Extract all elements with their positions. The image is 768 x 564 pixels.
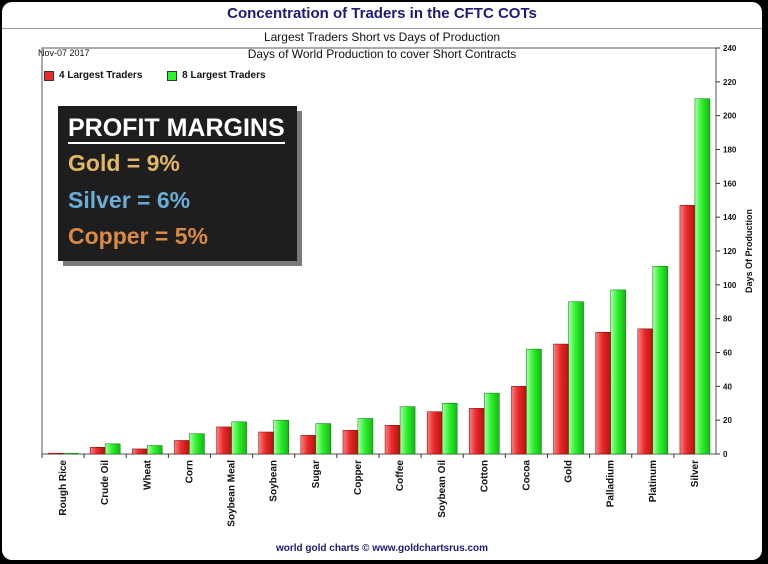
x-tick-label: Palladium	[606, 460, 617, 507]
chart-footer: world gold charts © www.goldchartsrus.co…	[275, 543, 489, 554]
x-tick-label: Soybean Meal	[227, 460, 238, 527]
bar-8-largest	[399, 406, 416, 455]
x-tick-label: Silver	[690, 460, 701, 487]
bar-8-largest	[147, 445, 163, 455]
y-tick-label: 40	[723, 382, 732, 391]
bar-8-largest	[231, 421, 247, 455]
title-divider	[2, 28, 762, 29]
x-tick-label: Cotton	[479, 460, 490, 492]
x-tick-label: Sugar	[311, 460, 322, 488]
legend-item-8-largest: 8 Largest Traders	[167, 70, 266, 81]
bar-8-largest	[273, 419, 289, 455]
bar-chart: 0 20 40 60 80 100 120 140 160 180 200 220 240 Days Of…	[41, 44, 754, 527]
y-tick-label: 200	[723, 112, 737, 121]
bar-8-largest	[526, 348, 542, 455]
x-tick-label: Copper	[353, 460, 364, 495]
callout-copper-margin: Copper = 5%	[68, 223, 208, 249]
chart-title: Concentration of Traders in the CFTC COT…	[227, 5, 537, 22]
bar-4-largest	[89, 446, 106, 455]
bar-4-largest	[679, 205, 696, 455]
bar-4-largest	[258, 431, 274, 455]
legend: 4 Largest Traders 8 Largest Traders	[44, 70, 288, 84]
callout-silver-margin: Silver = 6%	[68, 187, 191, 213]
profit-margins-callout: PROFIT MARGINS Gold = 9% Silver = 6% Cop…	[58, 106, 297, 261]
bar-8-largest	[441, 403, 458, 455]
bar-8-largest	[62, 452, 79, 455]
callout-gold-margin: Gold = 9%	[68, 150, 180, 176]
bar-8-largest	[694, 98, 711, 455]
x-tick-label: Wheat	[142, 459, 153, 490]
bar-4-largest	[132, 448, 148, 455]
bar-4-largest	[47, 452, 64, 455]
y-tick-label: 220	[723, 78, 737, 87]
bar-4-largest	[384, 424, 401, 455]
y-tick-label: 140	[723, 213, 737, 222]
y-axis-label: Days Of Production	[744, 209, 754, 293]
x-tick-label: Gold	[564, 460, 575, 483]
legend-swatch-green	[167, 70, 178, 81]
bar-4-largest	[342, 430, 359, 455]
y-tick-label: 160	[723, 179, 737, 188]
y-tick-label: 80	[723, 315, 732, 324]
bar-4-largest	[637, 328, 654, 455]
y-tick-label: 60	[723, 349, 732, 358]
legend-item-4-largest: 4 Largest Traders	[44, 70, 142, 81]
y-tick-label: 0	[723, 450, 728, 459]
x-tick-label: Cocoa	[521, 460, 532, 491]
bar-4-largest	[216, 426, 232, 455]
y-tick-label: 20	[723, 416, 732, 425]
x-tick-label: Soybean Oil	[437, 460, 448, 518]
bar-8-largest	[189, 433, 205, 455]
bar-4-largest	[300, 435, 317, 455]
bar-4-largest	[469, 408, 485, 455]
x-tick-label: Crude Oil	[100, 460, 111, 505]
legend-label-8-largest: 8 Largest Traders	[182, 70, 266, 81]
x-tick-label: Coffee	[395, 460, 406, 492]
legend-swatch-red	[44, 70, 54, 81]
callout-heading: PROFIT MARGINS	[68, 114, 285, 144]
bar-8-largest	[104, 443, 121, 455]
y-tick-label: 120	[723, 247, 737, 256]
legend-label-4-largest: 4 Largest Traders	[59, 70, 143, 81]
x-tick-label: Rough Rice	[58, 460, 69, 516]
y-tick-label: 100	[723, 281, 737, 290]
chart-date: Nov-07 2017	[38, 48, 90, 58]
bar-4-largest	[553, 343, 569, 455]
bar-8-largest	[652, 265, 669, 455]
bar-8-largest	[315, 423, 332, 455]
bar-8-largest	[357, 418, 374, 455]
bar-8-largest	[568, 301, 584, 455]
y-tick-label: 180	[723, 146, 737, 155]
y-tick-label: 240	[723, 44, 737, 53]
bar-8-largest	[484, 392, 500, 455]
bar-4-largest	[426, 411, 443, 455]
x-tick-label: Soybean	[269, 460, 280, 502]
chart-subtitle: Largest Traders Short vs Days of Product…	[263, 30, 501, 44]
bar-4-largest	[595, 331, 611, 455]
x-tick-label: Platinum	[648, 460, 659, 502]
chart-subtitle-2: Days of World Production to cover Short …	[247, 47, 517, 61]
bar-4-largest	[174, 440, 190, 455]
bar-8-largest	[610, 289, 626, 455]
chart-frame: Concentration of Traders in the CFTC COT…	[2, 2, 762, 560]
bar-4-largest	[511, 386, 527, 455]
x-tick-label: Corn	[184, 460, 195, 483]
